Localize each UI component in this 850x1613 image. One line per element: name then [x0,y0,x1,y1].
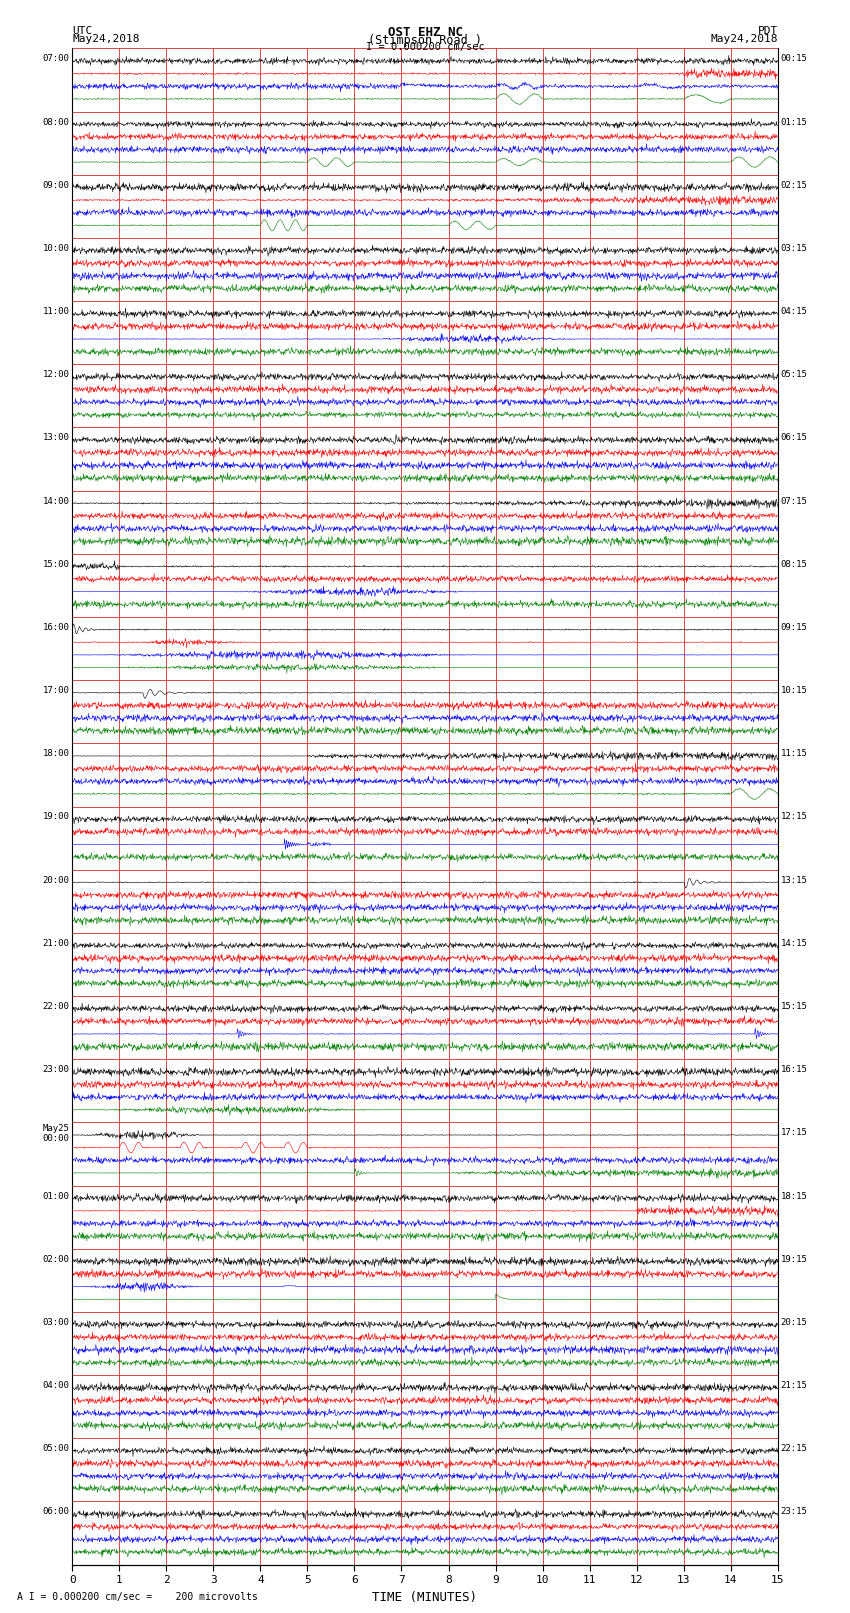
Text: May24,2018: May24,2018 [711,34,778,44]
Text: PDT: PDT [757,26,778,35]
Text: A I = 0.000200 cm/sec =    200 microvolts: A I = 0.000200 cm/sec = 200 microvolts [17,1592,258,1602]
Text: I = 0.000200 cm/sec: I = 0.000200 cm/sec [366,42,484,52]
Text: OST EHZ NC: OST EHZ NC [388,26,462,39]
Text: (Stimpson Road ): (Stimpson Road ) [368,34,482,47]
Text: May24,2018: May24,2018 [72,34,139,44]
X-axis label: TIME (MINUTES): TIME (MINUTES) [372,1590,478,1603]
Text: UTC: UTC [72,26,93,35]
